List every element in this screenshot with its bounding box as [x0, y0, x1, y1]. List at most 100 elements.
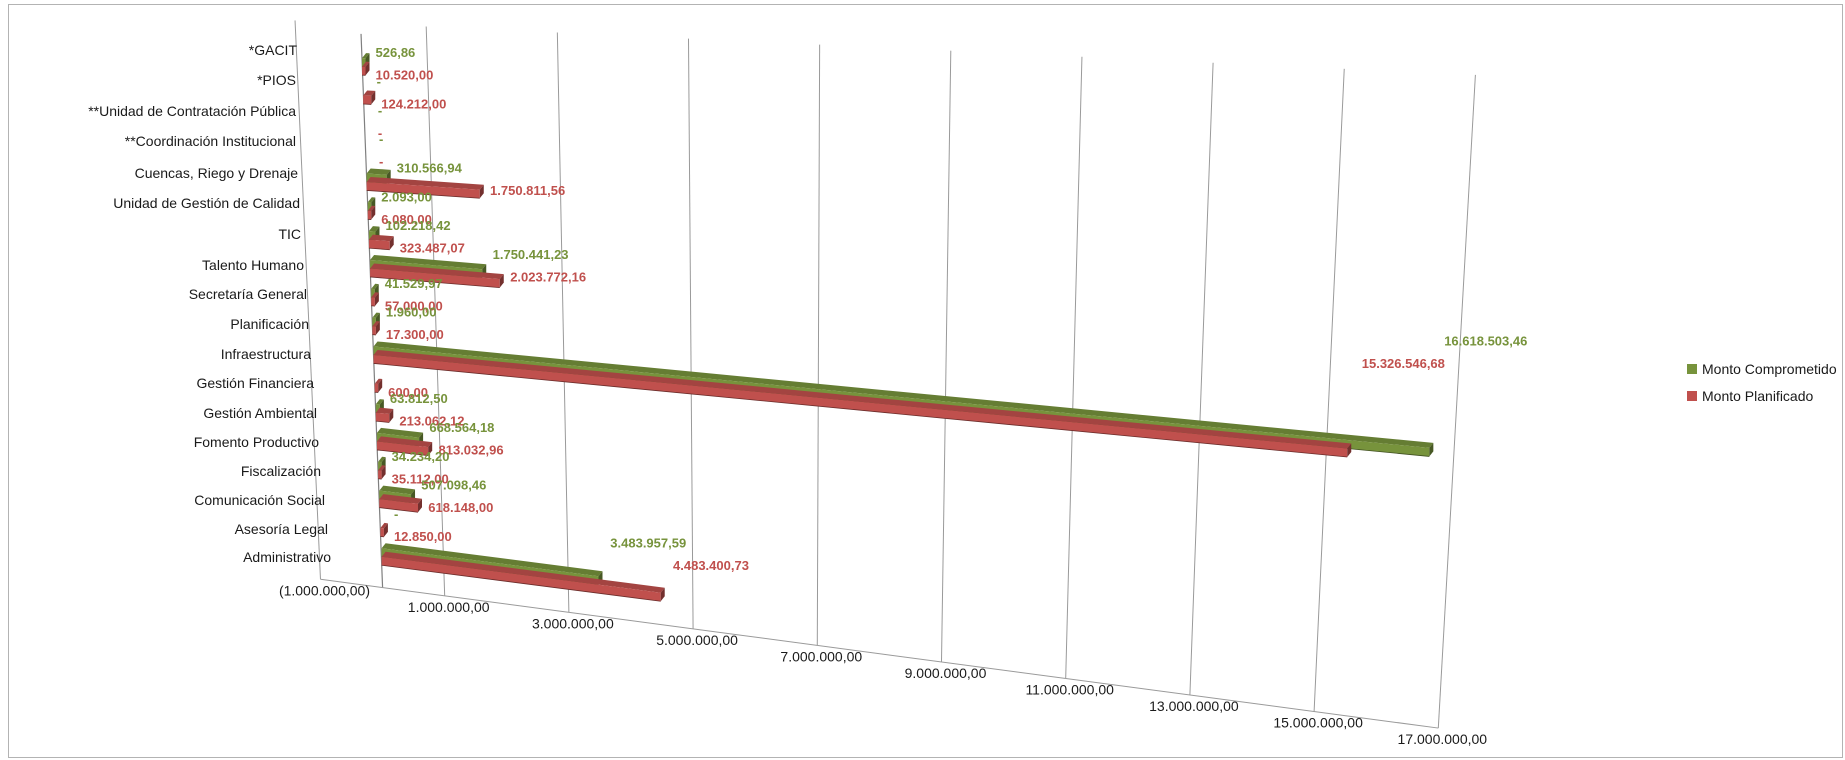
bar-end-monto-planificado-gacit: [365, 61, 370, 76]
gridline: [425, 26, 446, 596]
bar-end-monto-planificado-fomento-productivo: [428, 442, 433, 456]
bar-monto-planificado-administrativo: [381, 556, 661, 602]
data-label-monto-planificado-gestion-ambiental: 213.062,12: [399, 414, 464, 429]
bar-end-monto-planificado-unidad-de-gestion-de-calidad: [371, 206, 376, 220]
bar-end-monto-planificado-pios: [371, 90, 376, 105]
bar-top-monto-planificado-unidad-de-gestion-de-calidad: [367, 205, 376, 212]
bar-monto-planificado-infraestructura: [373, 354, 1348, 458]
data-label-monto-planificado-comunicacion-social: 618.148,00: [428, 500, 493, 515]
bar-top-monto-comprometido-cuencas-riego-y-drenaje: [366, 168, 391, 175]
bar-end-monto-planificado-infraestructura: [1347, 443, 1352, 458]
x-tick-label: 1.000.000,00: [408, 599, 490, 615]
data-label-monto-planificado-fomento-productivo: 813.032,96: [439, 442, 504, 457]
data-label-monto-planificado-asesoria-legal: 12.850,00: [394, 529, 452, 544]
bar-edge-monto-planificado-fomento-productivo: [376, 449, 429, 456]
chart-frame: *GACIT *PIOS **Unidad de Contratación Públ…: [8, 4, 1843, 758]
bar-top-monto-planificado-asesoria-legal: [380, 522, 388, 529]
data-label-monto-planificado-gacit: 10.520,00: [376, 68, 434, 83]
bar-top-monto-comprometido-gacit: [362, 53, 370, 59]
data-label-monto-comprometido-planificacion: 1.960,00: [386, 305, 437, 320]
data-label-monto-planificado-administrativo: 4.483.400,73: [673, 558, 749, 573]
bar-edge-monto-planificado-talento-humano: [370, 276, 500, 289]
bar-end-monto-planificado-talento-humano: [499, 274, 504, 288]
gridline: [556, 32, 570, 613]
bar-top-monto-planificado-infraestructura: [373, 349, 1352, 449]
bar-edge-monto-planificado-infraestructura: [373, 363, 1348, 458]
gridline: [940, 50, 952, 662]
data-label-monto-comprometido-gacit: 526,86: [376, 45, 416, 60]
bar-chart: *GACIT *PIOS **Unidad de Contratación Públ…: [88, 20, 1837, 747]
bar-end-monto-planificado-comunicacion-social: [417, 498, 422, 513]
bar-top-monto-comprometido-administrativo: [381, 543, 603, 577]
data-label-monto-comprometido-coordinacion-institucional: -: [379, 132, 383, 147]
bar-top-monto-comprometido-tic: [368, 226, 380, 232]
bar-top-monto-comprometido-infraestructura: [373, 341, 1434, 448]
legend: Monto Comprometido Monto Planificado: [1687, 361, 1837, 404]
x-axis-tick-labels: (1.000.000,00) 1.000.000,00 3.000.000,00 5.…: [279, 582, 1487, 747]
legend-swatch-monto-comprometido: [1687, 364, 1697, 374]
bar-end-monto-planificado-planificacion: [375, 321, 380, 335]
bar-monto-planificado-unidad-de-gestion-de-calidad: [367, 210, 372, 220]
data-label-monto-planificado-fiscalizacion: 35.112,00: [392, 471, 449, 486]
bar-monto-planificado-pios: [363, 95, 372, 105]
floor-line: [320, 578, 1439, 729]
bar-edge-monto-planificado-cuencas-riego-y-drenaje: [366, 190, 480, 199]
data-label-monto-planificado-pios: 124.212,00: [381, 96, 446, 111]
gridline: [816, 44, 821, 646]
bar-monto-planificado-planificacion: [372, 326, 376, 335]
bar-top-monto-comprometido-gestion-ambiental: [375, 399, 384, 405]
x-tick-label: (1.000.000,00): [279, 582, 370, 598]
bar-monto-planificado-gestion-ambiental: [375, 412, 390, 423]
category-label-unidad-de-gestion-de-calidad: Unidad de Gestión de Calidad: [113, 195, 300, 211]
x-tick-label: 13.000.000,00: [1149, 698, 1239, 714]
data-label-monto-comprometido-asesoria-legal: -: [394, 506, 398, 521]
bar-top-monto-planificado-gacit: [362, 61, 370, 67]
bar-top-monto-comprometido-planificacion: [372, 312, 380, 318]
bar-top-monto-comprometido-fomento-productivo: [376, 427, 424, 438]
bar-end-monto-planificado-asesoria-legal: [383, 523, 388, 537]
category-label-tic: TIC: [278, 226, 301, 242]
bar-top-monto-planificado-fiscalizacion: [378, 465, 386, 471]
category-label-asesoria-legal: Asesoría Legal: [235, 521, 328, 537]
gridline: [294, 20, 321, 580]
bar-end-monto-planificado-cuencas-riego-y-drenaje: [479, 184, 484, 199]
category-label-cuencas-riego-y-drenaje: Cuencas, Riego y Drenaje: [135, 165, 299, 181]
data-label-monto-planificado-gestion-financiera: 600,00: [388, 385, 428, 400]
bar-edge-monto-planificado-tic: [368, 247, 390, 251]
x-tick-label: 9.000.000,00: [905, 665, 987, 681]
data-label-monto-comprometido-secretaria-general: 41.529,97: [385, 276, 443, 291]
category-label-unidad-de-contratacion-publica: **Unidad de Contratación Pública: [88, 103, 296, 119]
x-tick-label: 7.000.000,00: [780, 648, 862, 664]
x-tick-label: 17.000.000,00: [1398, 731, 1488, 747]
bar-top-monto-planificado-planificacion: [372, 321, 380, 327]
data-label-monto-comprometido-infraestructura: 16.618.503,46: [1444, 333, 1527, 348]
x-tick-label: 5.000.000,00: [656, 632, 738, 648]
bar-top-monto-planificado-comunicacion-social: [379, 494, 422, 504]
bars: [361, 53, 1434, 602]
data-label-monto-planificado-planificacion: 17.300,00: [386, 327, 444, 342]
bar-monto-planificado-fomento-productivo: [376, 441, 429, 456]
bar-top-monto-comprometido-secretaria-general: [371, 283, 379, 290]
bar-end-monto-planificado-fiscalizacion: [381, 465, 386, 480]
bar-top-monto-planificado-cuencas-riego-y-drenaje: [366, 176, 484, 190]
gridline: [1189, 62, 1214, 696]
data-label-monto-comprometido-pios: -: [377, 74, 381, 89]
bar-top-monto-planificado-fomento-productivo: [376, 436, 433, 448]
data-label-monto-comprometido-talento-humano: 1.750.441,23: [493, 247, 569, 262]
bar-monto-planificado-fiscalizacion: [378, 470, 382, 480]
gridline: [1065, 56, 1083, 679]
bar-end-monto-comprometido-infraestructura: [1429, 442, 1434, 457]
bar-end-monto-planificado-secretaria-general: [374, 292, 379, 307]
bar-edge-monto-planificado-gestion-ambiental: [375, 420, 390, 423]
bar-end-monto-planificado-gestion-ambiental: [389, 409, 394, 423]
data-label-monto-comprometido-gestion-ambiental: 63.812,50: [390, 391, 448, 406]
data-label-monto-comprometido-tic: 102.218,42: [386, 218, 451, 233]
category-label-planificacion: Planificación: [230, 316, 309, 332]
bar-top-monto-planificado-tic: [368, 234, 394, 242]
bar-top-monto-planificado-gestion-ambiental: [375, 407, 394, 415]
category-label-infraestructura: Infraestructura: [221, 346, 311, 362]
bar-monto-planificado-comunicacion-social: [379, 499, 418, 513]
data-label-monto-planificado-talento-humano: 2.023.772,16: [510, 269, 586, 284]
x-tick-label: 11.000.000,00: [1025, 681, 1114, 697]
